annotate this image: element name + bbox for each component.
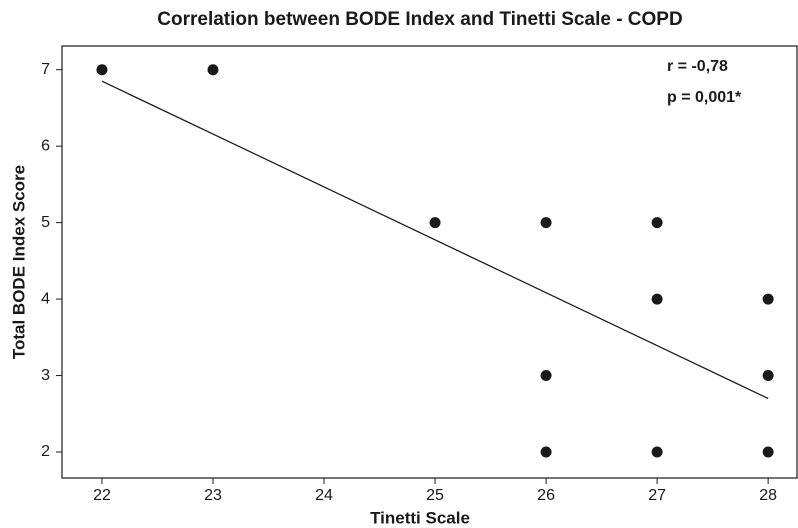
y-tick-label: 4 (41, 290, 50, 307)
y-tick-label: 7 (41, 61, 50, 78)
point (540, 446, 552, 458)
point (762, 293, 774, 305)
x-tick-label: 24 (315, 487, 333, 504)
y-axis-label: Total BODE Index Score (9, 165, 28, 359)
point (540, 370, 552, 382)
trend-line (101, 80, 769, 400)
annotation: p = 0,001* (667, 89, 742, 106)
point (762, 446, 774, 458)
point (651, 446, 663, 458)
point (96, 64, 108, 76)
y-tick-label: 5 (41, 214, 50, 231)
annotation: r = -0,78 (667, 58, 728, 75)
point (762, 370, 774, 382)
plot-frame (61, 45, 798, 479)
point (651, 217, 663, 229)
point (429, 217, 441, 229)
x-tick-label: 22 (93, 487, 111, 504)
chart-title: Correlation between BODE Index and Tinet… (157, 9, 682, 30)
point (540, 217, 552, 229)
y-tick-label: 2 (41, 443, 50, 460)
x-tick-label: 25 (426, 487, 444, 504)
point (651, 293, 663, 305)
y-tick-label: 6 (41, 137, 50, 154)
x-tick-label: 23 (204, 487, 222, 504)
point (207, 64, 219, 76)
x-tick-label: 28 (759, 487, 777, 504)
x-axis-label: Tinetti Scale (370, 508, 470, 527)
x-tick-label: 27 (648, 487, 666, 504)
x-tick-label: 26 (537, 487, 555, 504)
y-tick-label: 3 (41, 367, 50, 384)
